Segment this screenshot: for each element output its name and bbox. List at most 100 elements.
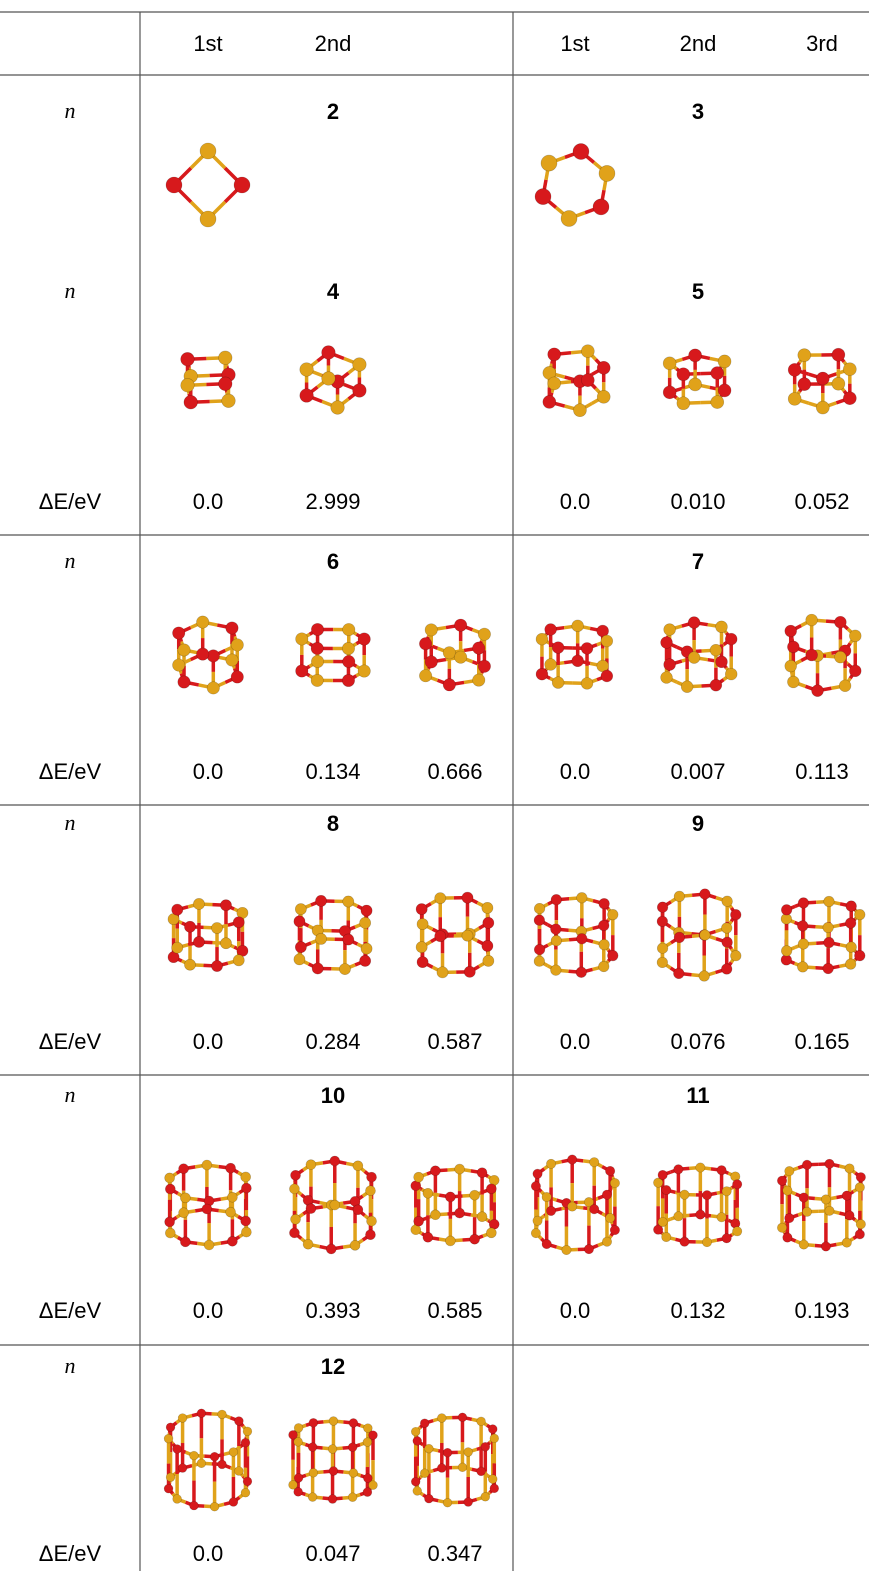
atom (367, 1172, 377, 1182)
atom (572, 655, 584, 667)
atom (311, 642, 323, 654)
energy-cell: 0.585 (427, 1298, 482, 1323)
atom (721, 923, 732, 934)
atom (173, 659, 185, 671)
atom (200, 211, 216, 227)
atom (531, 1181, 540, 1190)
atom (179, 1208, 189, 1218)
atom (674, 1165, 683, 1174)
atom (856, 1173, 865, 1182)
energy-cell: 0.0 (560, 489, 591, 514)
atom (658, 1170, 667, 1179)
atom (531, 1228, 540, 1237)
atom (462, 892, 473, 903)
cluster-image (296, 623, 371, 686)
atom (226, 622, 238, 634)
atom (702, 1237, 711, 1246)
atom (825, 1159, 834, 1168)
atom (417, 957, 428, 968)
atom (226, 654, 238, 666)
atom (348, 1493, 357, 1502)
atom (202, 1204, 212, 1214)
atom (210, 1502, 219, 1511)
atom (716, 621, 728, 633)
atom (732, 1180, 741, 1189)
atom (365, 1230, 375, 1240)
atom (437, 1464, 446, 1473)
atom (545, 659, 557, 671)
atom (674, 891, 685, 902)
atom (696, 1210, 705, 1219)
atom (702, 1190, 711, 1199)
energy-cell: 0.0 (193, 1298, 224, 1323)
atom (722, 1234, 731, 1243)
atom (581, 643, 593, 655)
atom (419, 638, 431, 650)
atom (599, 898, 610, 909)
atom (710, 679, 722, 691)
atom (568, 1155, 577, 1164)
atom (211, 922, 222, 933)
row-label: ΔE/eV (39, 1541, 102, 1566)
row-label: n (65, 278, 76, 303)
atom (483, 917, 494, 928)
atom (834, 651, 846, 663)
atom (218, 351, 232, 365)
atom (458, 1463, 467, 1472)
atom (605, 1166, 614, 1175)
atom (824, 896, 835, 907)
atom (839, 680, 851, 692)
cluster-size: 2 (327, 99, 339, 124)
atom (599, 165, 615, 181)
atom (598, 961, 609, 972)
atom (607, 909, 618, 920)
atom (226, 1163, 236, 1173)
atom (677, 397, 690, 410)
cluster-image (535, 144, 615, 227)
atom (445, 1236, 455, 1246)
atom (802, 1207, 811, 1216)
atom (806, 614, 818, 626)
row-label: n (65, 1353, 76, 1378)
energy-cell: 0.010 (670, 489, 725, 514)
atom (534, 915, 545, 926)
atom (812, 685, 824, 697)
atom (543, 395, 556, 408)
atom (326, 1244, 336, 1254)
atom (722, 896, 733, 907)
energy-cell: 0.113 (795, 759, 848, 784)
atom (551, 894, 562, 905)
cluster-image (164, 1409, 252, 1511)
atom (607, 950, 618, 961)
cluster-size: 11 (686, 1083, 709, 1108)
atom (210, 1452, 219, 1461)
atom (425, 624, 437, 636)
atom (296, 633, 308, 645)
atom (700, 889, 711, 900)
atom (193, 936, 204, 947)
atom (343, 934, 354, 945)
atom (545, 624, 557, 636)
atom (699, 971, 710, 982)
atom (218, 1410, 227, 1419)
cluster-image (411, 1413, 498, 1507)
atom (576, 967, 587, 978)
atom (689, 349, 702, 362)
energy-cell: 0.0 (193, 1541, 224, 1566)
atom (360, 955, 371, 966)
atom (823, 922, 834, 933)
cluster-image (657, 889, 741, 982)
atom (486, 1228, 496, 1238)
atom (541, 155, 557, 171)
energy-cell: 0.076 (670, 1029, 725, 1054)
atom (458, 1413, 467, 1422)
atom (674, 1212, 683, 1221)
atom (328, 1495, 337, 1504)
atom (689, 378, 702, 391)
cluster-image (788, 348, 856, 414)
atom (165, 1228, 175, 1238)
atom (207, 650, 219, 662)
atom (294, 1423, 303, 1432)
atom (430, 1166, 440, 1176)
atom (473, 642, 485, 654)
